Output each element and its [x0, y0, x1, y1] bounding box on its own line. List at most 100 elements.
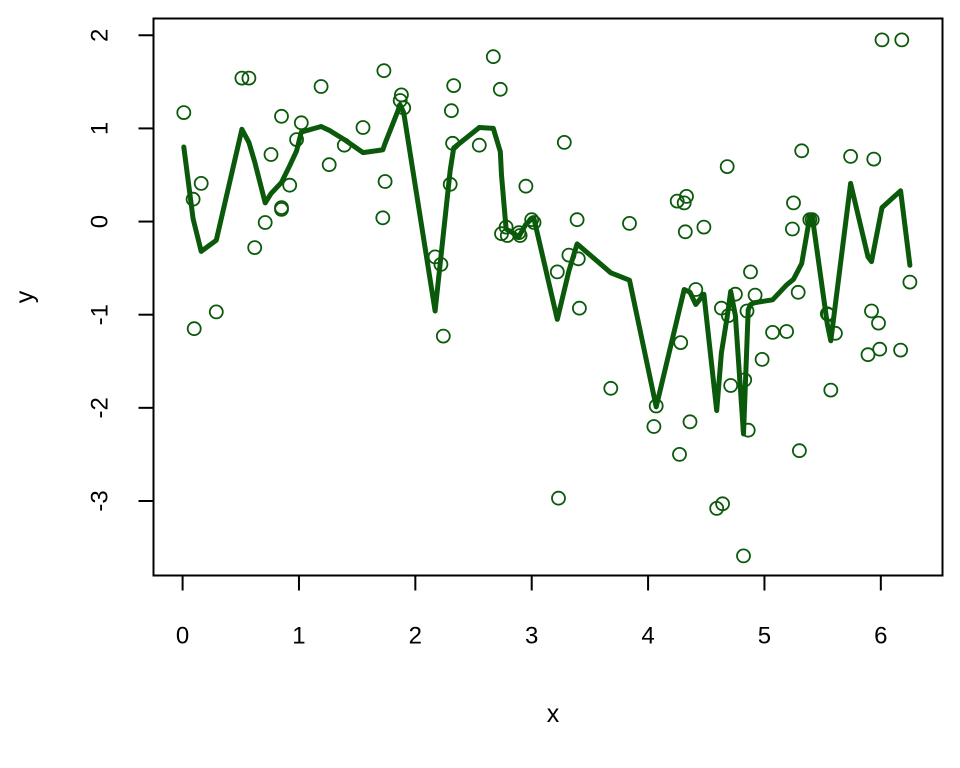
data-point — [715, 496, 730, 512]
data-point — [622, 215, 637, 231]
x-tick-label: 0 — [176, 623, 189, 650]
x-axis: 0 1 2 3 4 5 6 — [176, 574, 888, 650]
data-point — [234, 70, 250, 86]
x-tick-label: 1 — [292, 623, 305, 650]
x-tick-label: 5 — [758, 623, 771, 650]
x-tick-label: 3 — [525, 623, 538, 650]
data-point — [676, 195, 692, 211]
data-point — [336, 137, 352, 153]
data-point — [556, 134, 572, 150]
data-point — [871, 315, 886, 331]
data-point — [551, 490, 566, 506]
data-point — [786, 195, 801, 211]
data-point — [512, 228, 528, 243]
data-point — [736, 548, 751, 564]
x-axis-title: x — [547, 700, 560, 728]
data-point — [241, 70, 257, 86]
data-point — [289, 132, 305, 148]
data-point — [185, 191, 201, 207]
data-point — [376, 63, 392, 79]
data-point — [435, 328, 451, 344]
data-point — [828, 325, 843, 341]
data-point — [442, 176, 458, 192]
data-point — [471, 137, 487, 153]
data-point — [679, 188, 694, 204]
data-point — [321, 157, 337, 173]
smoother-line — [181, 102, 913, 437]
data-point — [894, 32, 910, 48]
x-tick-label: 6 — [874, 623, 887, 650]
data-point — [549, 264, 565, 280]
data-point — [186, 321, 202, 337]
y-tick-label: 0 — [87, 215, 114, 228]
data-point — [737, 372, 753, 388]
data-point — [208, 304, 224, 320]
data-point — [392, 93, 408, 108]
data-point — [263, 147, 279, 162]
series-line-group — [181, 102, 913, 437]
data-point — [823, 382, 839, 398]
data-point — [375, 210, 391, 226]
data-point — [785, 221, 800, 237]
data-point — [282, 177, 298, 193]
x-tick-label: 2 — [409, 623, 422, 650]
data-point — [570, 251, 586, 267]
data-point — [821, 307, 836, 323]
data-point — [446, 78, 462, 93]
data-point — [739, 303, 755, 319]
data-point — [682, 414, 698, 430]
data-point — [874, 32, 890, 48]
data-point — [498, 219, 514, 235]
y-tick-label: 1 — [87, 122, 114, 135]
data-point — [396, 100, 412, 116]
data-point — [526, 215, 542, 230]
series-points-group — [176, 32, 918, 564]
data-point — [864, 303, 879, 319]
data-point — [569, 212, 585, 228]
data-point — [843, 148, 858, 164]
data-point — [492, 81, 508, 97]
data-point — [257, 215, 273, 230]
data-point — [794, 143, 810, 159]
data-point — [740, 422, 756, 438]
data-point — [673, 335, 689, 351]
data-point — [719, 159, 735, 175]
y-tick-label: -1 — [87, 304, 114, 325]
data-point — [860, 347, 876, 363]
data-point — [443, 103, 459, 119]
data-point — [721, 308, 736, 324]
data-point — [433, 256, 449, 272]
data-point — [646, 419, 662, 434]
data-point — [445, 135, 461, 151]
data-point — [293, 115, 309, 131]
data-point — [765, 324, 780, 340]
y-tick-label: -2 — [87, 397, 114, 418]
data-point — [377, 174, 393, 189]
data-point — [728, 286, 743, 302]
data-point — [648, 398, 664, 414]
data-point — [193, 175, 209, 191]
data-point — [723, 378, 739, 393]
x-tick-label: 4 — [641, 623, 654, 650]
data-point — [743, 264, 758, 280]
data-point — [696, 219, 712, 235]
data-point — [313, 79, 329, 94]
data-point — [677, 224, 693, 240]
data-point — [572, 300, 587, 316]
y-tick-label: -3 — [87, 490, 114, 511]
data-point — [790, 284, 806, 300]
data-point — [893, 342, 908, 358]
data-point — [754, 351, 770, 367]
data-point — [247, 240, 263, 256]
data-point — [688, 282, 704, 297]
data-point — [747, 287, 763, 303]
data-point — [804, 212, 820, 228]
y-axis: -3 -2 -1 0 1 2 — [87, 29, 155, 512]
data-point — [792, 443, 807, 459]
data-point — [524, 212, 540, 228]
data-point — [866, 151, 882, 167]
data-point — [274, 108, 289, 124]
data-point — [274, 201, 289, 217]
y-axis-title: y — [11, 290, 39, 303]
